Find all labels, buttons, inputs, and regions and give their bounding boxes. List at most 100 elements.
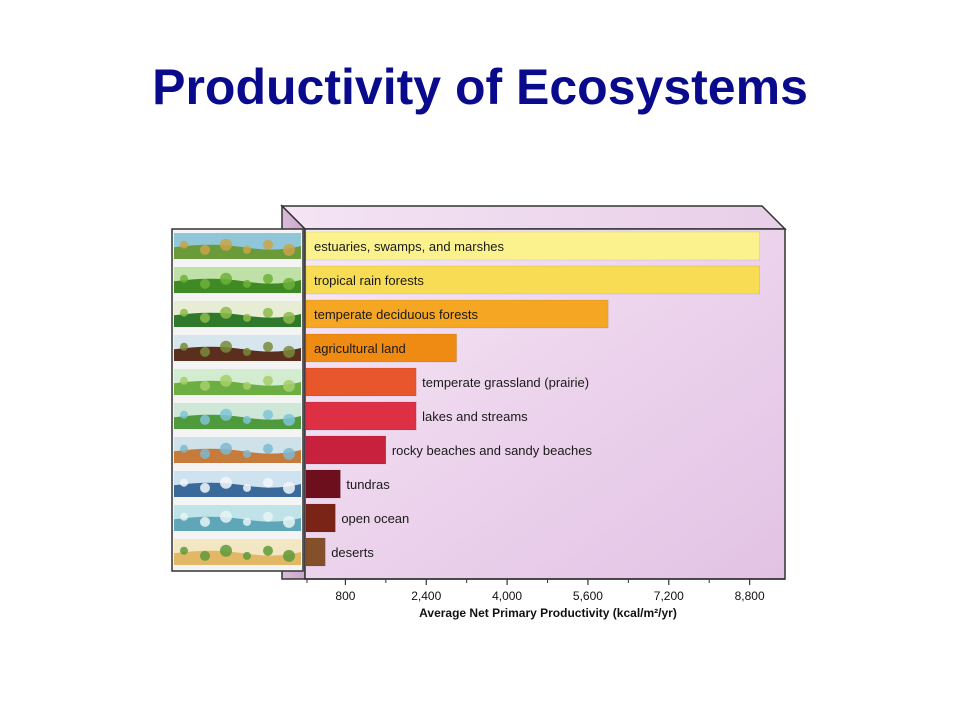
scene-detail <box>200 448 210 459</box>
scene-detail <box>283 379 295 392</box>
bar-tropical-rain-forests <box>305 265 760 295</box>
scene-detail <box>180 512 188 521</box>
scene-detail <box>243 483 251 492</box>
bar-label-temperate-grassland-prairie: temperate grassland (prairie) <box>422 375 589 390</box>
x-tick-label-4000: 4,000 <box>492 589 522 603</box>
bar-rocky-beaches-and-sandy-beaches <box>305 435 387 465</box>
bar-temperate-grassland-prairie <box>305 367 417 397</box>
bar-tundras <box>305 469 341 499</box>
scene-detail <box>283 447 295 460</box>
ecosystem-illustrations <box>171 228 304 572</box>
bar-lakes-and-streams <box>305 401 417 431</box>
x-axis: 800 2,400 4,000 5,600 7,200 8,800 <box>305 578 785 603</box>
scene-detail <box>243 347 251 356</box>
scene-detail <box>283 311 295 324</box>
scene-detail <box>243 279 251 288</box>
scene-detail <box>263 307 273 318</box>
scene-detail <box>200 516 210 527</box>
scene-detail <box>263 477 273 488</box>
bar-label-tropical-rain-forests: tropical rain forests <box>314 273 424 288</box>
x-tick-label-8800: 8,800 <box>735 589 765 603</box>
scene-detail <box>220 476 232 489</box>
scene-detail <box>283 481 295 494</box>
tundra-scene-icon <box>174 471 301 497</box>
scene-detail <box>180 342 188 351</box>
scene-detail <box>220 442 232 455</box>
scene-detail <box>283 413 295 426</box>
scene-detail <box>283 515 295 528</box>
scene-detail <box>263 341 273 352</box>
scene-detail <box>283 243 295 256</box>
deciduous-forest-scene-icon <box>174 301 301 327</box>
scene-detail <box>200 414 210 425</box>
scene-detail <box>180 478 188 487</box>
scene-detail <box>243 245 251 254</box>
scene-detail <box>263 443 273 454</box>
scene-detail <box>263 239 273 250</box>
scene-detail <box>220 510 232 523</box>
scene-detail <box>283 345 295 358</box>
scene-detail <box>243 449 251 458</box>
page-title: Productivity of Ecosystems <box>152 59 808 115</box>
scene-detail <box>180 274 188 283</box>
scene-detail <box>180 546 188 555</box>
scene-detail <box>263 273 273 284</box>
marsh-scene-icon <box>174 233 301 259</box>
scene-detail <box>263 375 273 386</box>
scene-detail <box>200 550 210 561</box>
farmland-scene-icon <box>174 335 301 361</box>
bar-label-agricultural-land: agricultural land <box>314 341 406 356</box>
rainforest-scene-icon <box>174 267 301 293</box>
bar-estuaries-swamps-and-marshes <box>305 231 760 261</box>
scene-detail <box>180 240 188 249</box>
scene-detail <box>243 517 251 526</box>
bar-label-estuaries-swamps-and-marshes: estuaries, swamps, and marshes <box>314 239 505 254</box>
scene-detail <box>220 340 232 353</box>
bar-labels-layer: estuaries, swamps, and marshes tropical r… <box>314 239 593 560</box>
scene-detail <box>220 544 232 557</box>
scene-detail <box>243 415 251 424</box>
scene-detail <box>200 346 210 357</box>
scene-detail <box>220 238 232 251</box>
scene-detail <box>263 545 273 556</box>
bar-temperate-deciduous-forests <box>305 299 609 329</box>
lake-scene-icon <box>174 403 301 429</box>
grassland-scene-icon <box>174 369 301 395</box>
scene-detail <box>220 306 232 319</box>
scene-detail <box>180 308 188 317</box>
x-tick-label-800: 800 <box>335 589 355 603</box>
bar-label-lakes-and-streams: lakes and streams <box>422 409 528 424</box>
scene-detail <box>180 410 188 419</box>
frame-top-face <box>280 205 787 230</box>
scene-detail <box>200 380 210 391</box>
bar-open-ocean <box>305 503 336 533</box>
bar-label-open-ocean: open ocean <box>341 511 409 526</box>
bar-deserts <box>305 537 326 567</box>
scene-detail <box>283 549 295 562</box>
scene-detail <box>180 444 188 453</box>
scene-detail <box>243 313 251 322</box>
bars-layer <box>305 231 760 567</box>
scene-detail <box>200 278 210 289</box>
bar-label-rocky-beaches-and-sandy-beaches: rocky beaches and sandy beaches <box>392 443 593 458</box>
bar-label-deserts: deserts <box>331 545 374 560</box>
beach-scene-icon <box>174 437 301 463</box>
scene-detail <box>243 551 251 560</box>
desert-scene-icon <box>174 539 301 565</box>
scene-detail <box>220 408 232 421</box>
x-tick-label-5600: 5,600 <box>573 589 603 603</box>
bar-agricultural-land <box>305 333 457 363</box>
bar-label-tundras: tundras <box>346 477 390 492</box>
ocean-scene-icon <box>174 505 301 531</box>
scene-detail <box>220 272 232 285</box>
scene-detail <box>180 376 188 385</box>
scene-detail <box>200 312 210 323</box>
scene-detail <box>243 381 251 390</box>
scene-detail <box>200 244 210 255</box>
bar-label-temperate-deciduous-forests: temperate deciduous forests <box>314 307 479 322</box>
scene-detail <box>200 482 210 493</box>
x-axis-title: Average Net Primary Productivity (kcal/m… <box>419 606 677 620</box>
x-tick-label-2400: 2,400 <box>411 589 441 603</box>
scene-detail <box>220 374 232 387</box>
